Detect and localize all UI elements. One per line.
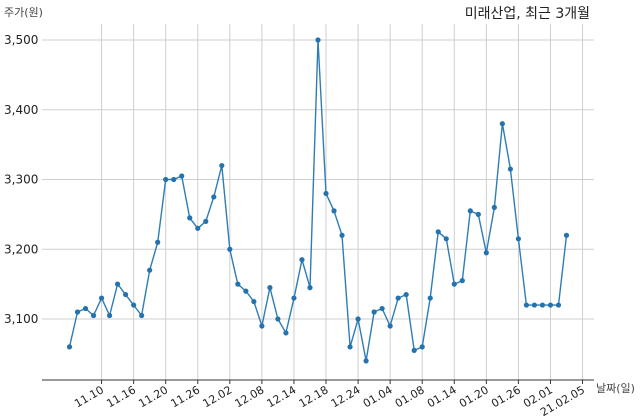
data-point	[443, 236, 449, 242]
x-tick-label: 01.14	[425, 383, 459, 410]
x-tick-label: 12.08	[233, 383, 267, 410]
data-point	[339, 232, 345, 238]
data-point	[74, 309, 81, 315]
data-point	[387, 323, 393, 329]
data-point	[507, 166, 513, 172]
data-point	[315, 37, 321, 43]
data-point	[139, 312, 145, 319]
data-point	[203, 218, 209, 224]
data-point	[106, 312, 113, 319]
chart-title: 미래산업, 최근 3개월	[465, 6, 590, 22]
data-point	[395, 295, 401, 301]
data-point	[251, 298, 257, 305]
data-point	[427, 295, 433, 301]
data-point	[147, 267, 153, 273]
data-point	[227, 246, 233, 252]
data-point	[459, 278, 465, 284]
data-point	[347, 344, 353, 350]
data-point	[299, 257, 305, 263]
x-tick-label: 11.26	[168, 383, 202, 410]
y-tick-label: 3,400	[4, 103, 38, 117]
data-point	[379, 305, 385, 312]
data-point	[123, 291, 129, 298]
data-points	[66, 37, 570, 364]
data-point	[555, 302, 562, 308]
data-point	[283, 330, 289, 336]
y-tick-label: 3,100	[4, 312, 38, 326]
x-tick-label: 01.04	[361, 383, 395, 410]
data-point	[131, 302, 137, 308]
data-point	[491, 204, 497, 210]
data-point	[475, 211, 481, 217]
data-point	[98, 295, 105, 301]
data-point	[219, 162, 225, 169]
data-point	[467, 208, 473, 214]
data-point	[403, 291, 409, 298]
data-point	[411, 347, 417, 353]
data-point	[155, 239, 161, 245]
x-tick-label: 12.18	[297, 383, 331, 410]
x-tick-label: 11.10	[72, 383, 106, 410]
data-point	[355, 316, 361, 322]
data-point	[179, 173, 185, 179]
y-tick-label: 3,200	[4, 242, 38, 256]
data-point	[363, 358, 369, 364]
x-tick-label: 12.24	[329, 383, 363, 410]
data-point	[539, 302, 546, 308]
data-point	[195, 225, 201, 231]
data-point	[451, 281, 457, 287]
y-tick-labels: 3,100 3,200 3,300 3,400 3,500	[4, 33, 38, 326]
data-point	[523, 302, 530, 308]
grid-lines	[42, 24, 594, 384]
x-tick-label: 12.14	[265, 383, 299, 410]
x-tick-label: 01.08	[393, 383, 427, 410]
x-axis-label: 날짜(일)	[596, 381, 635, 395]
series-line	[68, 39, 568, 362]
x-tick-label: 11.20	[136, 383, 170, 410]
x-tick-labels: 11.1011.1611.2011.2612.0212.0812.1412.18…	[72, 383, 587, 419]
data-point	[291, 295, 297, 301]
x-tick-label: 01.26	[489, 383, 523, 410]
x-tick-label: 12.02	[201, 383, 235, 410]
data-point	[211, 194, 217, 200]
data-point	[90, 312, 97, 319]
data-point	[331, 208, 337, 214]
data-point	[267, 285, 273, 291]
x-tick-label: 01.20	[457, 383, 491, 410]
data-point	[114, 281, 121, 287]
data-point	[323, 190, 329, 197]
y-axis-label: 주가(원)	[4, 6, 43, 19]
data-point	[187, 215, 193, 221]
y-tick-label: 3,300	[4, 173, 38, 187]
data-point	[171, 176, 177, 183]
data-point	[163, 176, 169, 183]
data-point	[235, 281, 241, 287]
data-point	[275, 316, 281, 322]
data-point	[371, 309, 377, 315]
data-point	[435, 229, 441, 235]
data-point	[547, 302, 554, 308]
data-point	[243, 288, 249, 294]
x-tick-label: 11.16	[104, 383, 138, 410]
data-point	[419, 344, 425, 350]
data-point	[307, 285, 313, 291]
data-point	[259, 323, 265, 329]
data-point	[499, 121, 505, 127]
data-point	[66, 344, 73, 350]
data-point	[515, 236, 522, 242]
y-tick-label: 3,500	[4, 33, 38, 47]
data-point	[483, 250, 489, 256]
data-point	[82, 305, 89, 312]
data-point	[531, 302, 538, 308]
data-point	[563, 232, 570, 238]
